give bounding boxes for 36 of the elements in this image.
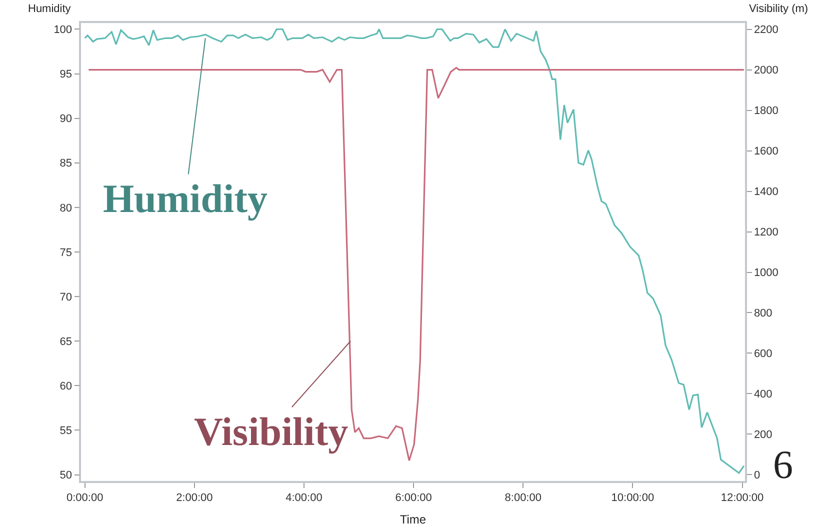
- y2-tick-label: 800: [754, 308, 772, 320]
- y2-tick-label: 400: [754, 388, 772, 401]
- x-tick-label: 0:00:00: [66, 492, 104, 504]
- x-tick-label: 4:00:00: [286, 492, 322, 504]
- y-tick-label: 55: [60, 425, 72, 438]
- y2-tick-label: 1600: [754, 146, 778, 158]
- y2-tick-label: 1800: [754, 105, 778, 118]
- y2-tick-label: 2200: [754, 24, 778, 36]
- y2-tick-label: 0: [754, 470, 760, 482]
- y2-tick-label: 1000: [754, 267, 778, 280]
- y-tick-label: 65: [60, 336, 72, 348]
- y-tick-label: 75: [60, 246, 72, 259]
- y-tick-label: 60: [60, 380, 72, 393]
- y-tick-label: 100: [54, 24, 72, 36]
- x-tick-label: 6:00:00: [395, 492, 432, 504]
- annotation: Visibility: [194, 409, 348, 454]
- y-tick-label: 50: [60, 470, 72, 482]
- y-tick-label: 70: [60, 291, 72, 304]
- y2-axis-title: Visibility (m): [749, 3, 808, 15]
- y-axis-title: Humidity: [28, 3, 72, 15]
- y2-tick-label: 1400: [754, 186, 778, 198]
- y2-tick-label: 1200: [754, 226, 778, 239]
- y-tick-label: 80: [60, 202, 72, 214]
- y2-tick-label: 2000: [754, 64, 778, 77]
- y-tick-label: 85: [60, 158, 72, 170]
- x-tick-label: 8:00:00: [504, 492, 542, 504]
- y-tick-label: 95: [60, 68, 72, 81]
- text: 6: [773, 442, 793, 487]
- y2-tick-label: 200: [754, 429, 772, 442]
- y-tick-label: 90: [60, 113, 72, 126]
- x-tick-label: 10:00:00: [611, 492, 654, 504]
- x-axis-title: Time: [400, 512, 426, 526]
- y2-tick-label: 600: [754, 348, 772, 360]
- x-tick-label: 12:00:00: [720, 492, 764, 504]
- x-tick-label: 2:00:00: [176, 492, 213, 504]
- annotation: Humidity: [103, 176, 268, 221]
